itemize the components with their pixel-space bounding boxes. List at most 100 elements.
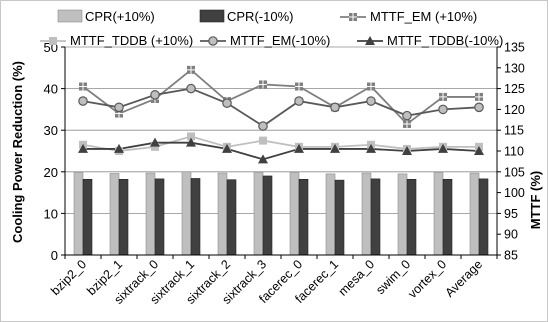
y-tick-label-right: 105 — [504, 165, 525, 179]
series-line — [82, 68, 479, 126]
y-tick-label-right: 125 — [504, 82, 525, 96]
line-point — [402, 146, 412, 155]
y-tick-label-right: 115 — [504, 124, 524, 138]
line-point — [150, 137, 160, 147]
bar — [334, 179, 345, 256]
line-point — [78, 96, 88, 106]
lines — [78, 65, 484, 164]
bar — [361, 172, 372, 256]
bar — [145, 172, 156, 256]
line-point — [403, 119, 411, 128]
line-point — [114, 102, 124, 113]
line-point — [295, 82, 303, 91]
line-point — [187, 65, 195, 74]
series-line — [83, 141, 480, 161]
y-tick-label-right: 85 — [504, 249, 518, 263]
line-point — [438, 143, 448, 153]
line-point — [349, 13, 357, 21]
bar — [469, 172, 480, 256]
y-tick-label-right: 100 — [504, 186, 525, 200]
y-tick-label-right: 130 — [504, 61, 525, 75]
y-tick-label-right: 135 — [504, 41, 525, 55]
y-axis-label-left: Cooling Power Reduction (%) — [10, 61, 25, 243]
line-point — [474, 102, 484, 113]
line-point — [258, 154, 268, 164]
line-point — [258, 121, 268, 131]
bar — [433, 172, 444, 256]
y-tick-label-right: 90 — [504, 228, 518, 242]
legend-item: CPR(+10%) — [57, 9, 155, 24]
bar — [82, 178, 93, 256]
bar — [190, 178, 201, 256]
series-line — [82, 87, 480, 128]
bar — [262, 175, 273, 256]
line-point — [151, 142, 159, 151]
legend-item: CPR(-10%) — [199, 9, 293, 24]
line-point — [78, 143, 88, 153]
bar — [118, 178, 129, 256]
line-point — [366, 143, 376, 153]
line-point — [474, 146, 484, 155]
y-tick-label-left: 0 — [51, 248, 58, 263]
bar — [298, 178, 309, 256]
line-point — [330, 102, 340, 113]
bar — [478, 178, 489, 256]
line-point — [259, 80, 267, 89]
bar — [370, 178, 381, 256]
legend-label: CPR(+10%) — [85, 9, 155, 24]
line-point — [365, 36, 375, 45]
line-point — [114, 143, 124, 153]
bar — [289, 172, 300, 256]
line-point — [186, 83, 196, 94]
y-tick-label-left: 30 — [44, 123, 58, 138]
legend-label: MTTF_EM (+10%) — [370, 9, 477, 24]
bar — [442, 178, 453, 256]
y-tick-label-right: 95 — [504, 207, 518, 221]
legend-item: MTTF_TDDB (+10%) — [40, 33, 193, 48]
legend-swatch — [57, 9, 83, 23]
legend: CPR(+10%) CPR(-10%) MTTF_EM (+10%) MTTF_TDD… — [40, 9, 503, 48]
line-point — [402, 110, 412, 121]
line-point — [186, 137, 196, 147]
line-point — [438, 104, 448, 115]
y-tick-label-right: 110 — [504, 145, 524, 159]
axes — [61, 46, 501, 259]
bar — [325, 173, 336, 256]
bar — [73, 172, 84, 256]
line-point — [330, 143, 340, 153]
line-point — [367, 82, 375, 91]
y-axis-label-right: MTTF (%) — [528, 171, 543, 229]
bar — [181, 171, 192, 256]
y-tick-label-left: 10 — [44, 206, 58, 221]
line-point — [294, 96, 304, 106]
line-point — [222, 143, 232, 153]
series-line — [82, 135, 479, 152]
legend-label: MTTF_TDDB(-10%) — [387, 33, 503, 48]
line-point — [150, 90, 160, 100]
legend-label: MTTF_TDDB (+10%) — [70, 33, 193, 48]
grid — [65, 46, 497, 214]
line-point — [475, 92, 483, 101]
y-tick-label-left: 20 — [44, 165, 58, 180]
line-point — [259, 136, 267, 145]
bar — [109, 173, 120, 256]
line-point — [187, 132, 195, 141]
bar — [253, 171, 264, 256]
y-tick-label-right: 120 — [504, 103, 525, 117]
bar — [154, 178, 165, 256]
bar — [406, 178, 417, 256]
bar — [226, 179, 237, 256]
line-point — [294, 143, 304, 153]
legend-label: MTTF_EM(-10%) — [230, 33, 330, 48]
legend-swatch — [199, 9, 225, 23]
legend-item: MTTF_EM (+10%) — [340, 9, 477, 24]
legend-label: CPR(-10%) — [227, 9, 293, 24]
legend-item: MTTF_TDDB(-10%) — [357, 33, 503, 48]
line-point — [439, 92, 447, 101]
line-point — [49, 37, 57, 45]
line-point — [79, 82, 87, 91]
bar — [217, 172, 228, 256]
line-point — [366, 96, 376, 106]
